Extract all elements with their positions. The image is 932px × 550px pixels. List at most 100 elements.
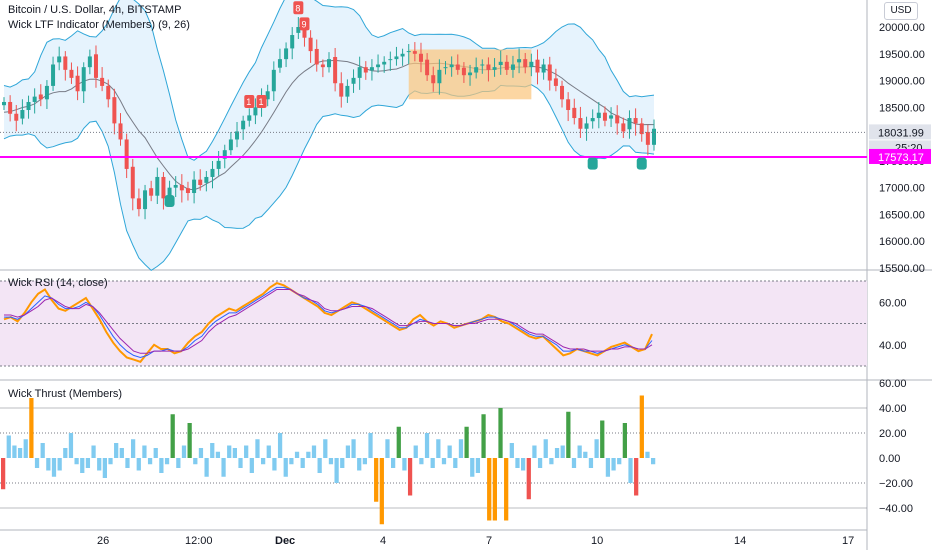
candle (265, 91, 270, 100)
candle (382, 61, 387, 65)
currency-button[interactable]: USD (884, 2, 918, 20)
thrust-bar (80, 458, 85, 473)
thrust-bar (464, 426, 469, 458)
candle (75, 75, 80, 92)
thrust-bar (249, 458, 254, 473)
thrust-bar (583, 451, 588, 458)
thrust-bar (323, 439, 328, 458)
thrust-bar (577, 445, 582, 458)
time-tick-label: 12:00 (185, 535, 213, 547)
candle (185, 188, 190, 194)
candle (388, 59, 393, 61)
candle (179, 184, 184, 191)
candle (51, 64, 56, 86)
candle (235, 131, 240, 140)
candle (100, 77, 105, 86)
candle (253, 107, 258, 116)
thrust-bar (470, 458, 475, 477)
thrust-bar (628, 458, 633, 483)
thrust-bar (617, 458, 622, 465)
thrust-bar (34, 458, 40, 468)
thrust-bar (187, 423, 192, 458)
candle (339, 83, 344, 97)
current-price-label: 18031.99 (878, 127, 924, 139)
thrust-bar (424, 433, 430, 458)
thrust-bar (334, 458, 339, 483)
thrust-bar (283, 458, 288, 477)
thrust-bar (108, 458, 113, 465)
buy-signal-icon (587, 157, 598, 170)
level-price-tag (869, 148, 931, 164)
candle (210, 168, 215, 177)
candle (308, 37, 313, 52)
thrust-bar (261, 458, 266, 465)
indicator-title: Wick LTF Indicator (Members) (9, 26) (8, 19, 190, 31)
thrust-bar (198, 448, 204, 458)
thrust-bar (277, 433, 283, 458)
candle (357, 67, 362, 78)
price-tick-label: 16000.00 (879, 236, 925, 248)
candle (633, 118, 638, 124)
upper-band (3, 0, 655, 161)
thrust-bar (317, 458, 322, 473)
thrust-bar (605, 458, 611, 477)
candle (63, 56, 68, 70)
candle (155, 176, 160, 196)
candle (486, 64, 491, 70)
price-tick-label: 17000.00 (879, 183, 925, 195)
candle (541, 64, 546, 73)
thrust-tick-label: 20.00 (879, 428, 907, 440)
sell-signal-label: 1 (246, 97, 251, 107)
thrust-bar (142, 445, 147, 458)
candle (290, 35, 295, 49)
thrust-bar (266, 445, 271, 458)
thrust-bar (475, 458, 481, 473)
candle (14, 113, 19, 121)
candle (517, 59, 522, 63)
thrust-bar (119, 448, 124, 458)
candle (639, 123, 644, 135)
thrust-bar (549, 458, 554, 465)
thrust-bar (306, 451, 311, 458)
thrust-bar (504, 458, 509, 521)
thrust-bar (57, 458, 62, 471)
candle (143, 190, 148, 210)
thrust-bar (639, 395, 644, 458)
time-tick-label: 14 (734, 535, 746, 547)
thrust-bar (46, 458, 51, 471)
candle (124, 139, 129, 169)
candle (222, 150, 227, 159)
candle (418, 53, 423, 62)
candle (81, 67, 86, 92)
candle (314, 48, 319, 65)
thrust-bar (521, 458, 526, 471)
candle (504, 61, 509, 70)
thrust-bar (345, 445, 351, 458)
thrust-bar (634, 458, 639, 496)
thrust-bar (600, 420, 605, 458)
candle (492, 67, 497, 70)
time-tick-label: 4 (380, 535, 386, 547)
time-tick-label: 7 (486, 535, 492, 547)
candle (406, 51, 411, 53)
candle (198, 179, 203, 185)
candle (173, 184, 178, 188)
thrust-bar (215, 451, 221, 458)
thrust-bar (430, 458, 435, 468)
candle (596, 112, 601, 119)
rsi-pane-title: Wick RSI (14, close) (8, 277, 108, 289)
candle (510, 64, 515, 70)
thrust-bar (210, 443, 215, 458)
thrust-bar (645, 451, 650, 458)
candle (241, 120, 246, 130)
candle (20, 110, 25, 119)
time-tick-label: Dec (275, 535, 295, 547)
candle (320, 64, 325, 68)
thrust-bar (492, 458, 497, 521)
thrust-bar (453, 458, 458, 468)
candle (412, 51, 417, 54)
candle (106, 85, 111, 100)
sell-signal-label: 1 (259, 97, 264, 107)
buy-signal-icon (164, 195, 175, 208)
